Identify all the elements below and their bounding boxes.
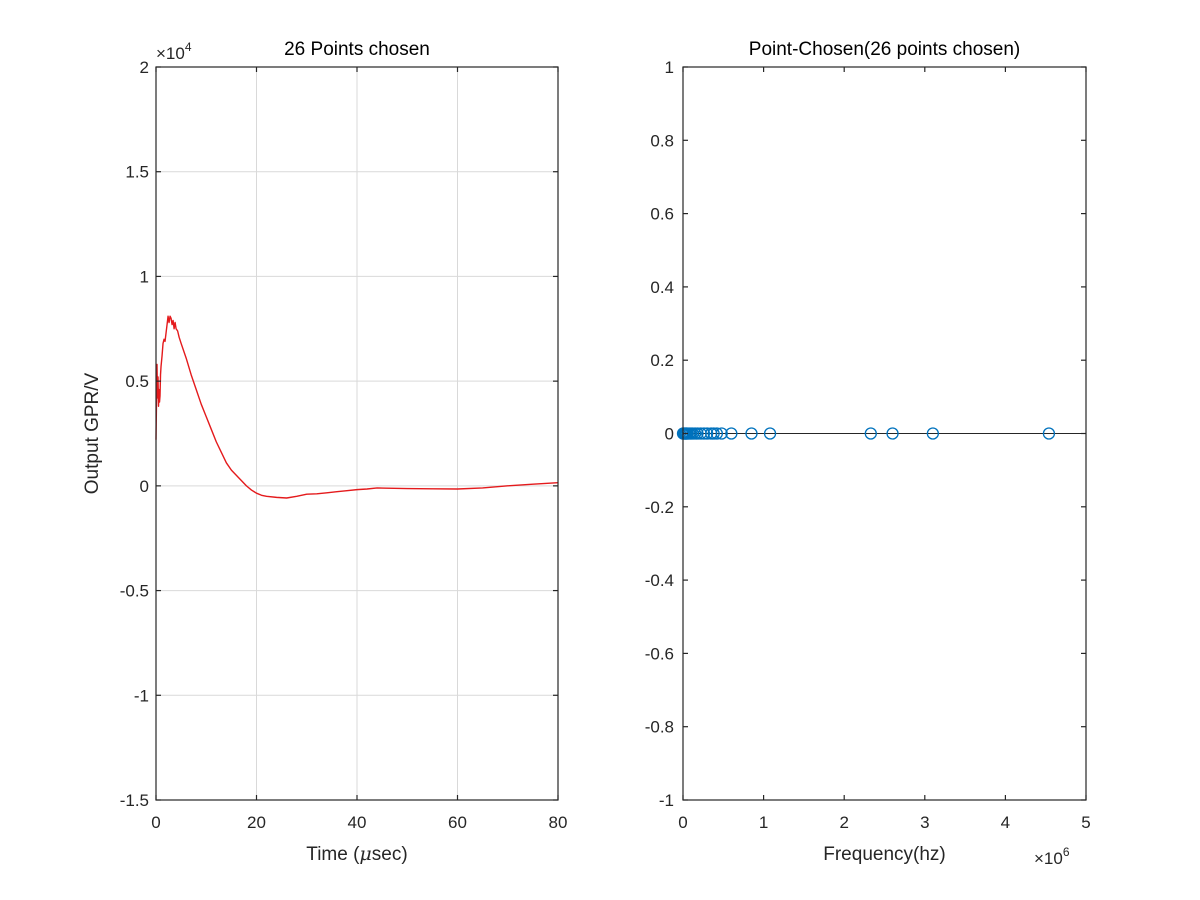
right-xtick-label-2: 2 [839, 813, 848, 832]
right-point-13 [701, 427, 714, 440]
left-xtick-label-4: 80 [549, 813, 568, 832]
right-point-15 [707, 427, 720, 440]
right-point-12 [697, 427, 711, 440]
left-x-axis-label: Time (μsec) [306, 843, 407, 865]
left-ytick-label-2: -0.5 [120, 582, 149, 601]
right-point-20 [763, 427, 777, 440]
left-y-exponent-base: ×10 [156, 44, 185, 63]
right-xtick-label-0: 0 [678, 813, 687, 832]
left-ytick-label-4: 0.5 [125, 372, 149, 391]
right-ytick-label-6: 0.2 [650, 351, 674, 370]
right-xtick-label-1: 1 [759, 813, 768, 832]
right-xtick-label-4: 4 [1001, 813, 1010, 832]
right-ytick-label-4: -0.2 [645, 498, 674, 517]
right-ytick-label-2: -0.6 [645, 644, 674, 663]
right-point-25 [680, 427, 693, 440]
left-y-exponent-power: 4 [185, 40, 192, 54]
right-point-16 [710, 427, 723, 440]
right-x-axis-label: Frequency(hz) [823, 844, 946, 865]
right-point-21 [864, 427, 877, 440]
left-y-exponent: ×104 [156, 40, 192, 63]
right-xtick-label-3: 3 [920, 813, 929, 832]
right-point-18 [725, 427, 738, 440]
left-ytick-label-1: -1 [134, 686, 149, 705]
left-ytick-label-0: -1.5 [120, 791, 149, 810]
left-ytick-label-5: 1 [140, 267, 149, 286]
left-xtick-label-2: 40 [348, 813, 367, 832]
right-point-23 [926, 427, 940, 440]
left-x-label-prefix: Time ( [306, 844, 360, 865]
right-point-19 [745, 427, 758, 440]
left-series-line-0 [155, 315, 559, 499]
left-x-label-suffix: sec) [372, 844, 408, 865]
left-plot-title: 26 Points chosen [284, 39, 430, 60]
right-point-22 [886, 427, 899, 440]
right-ytick-label-0: -1 [659, 791, 674, 810]
time-domain-plot: 0 20 40 60 80 -1.5 -1 -0.5 0 0.5 1 1.5 2 26 Points c… [82, 39, 567, 865]
left-ytick-label-3: 0 [140, 477, 149, 496]
right-x-exponent-power: 6 [1063, 845, 1070, 859]
right-x-exponent-base: ×10 [1034, 849, 1063, 868]
right-point-24 [1042, 427, 1056, 440]
right-xtick-label-5: 5 [1081, 813, 1090, 832]
left-xtick-label-1: 20 [247, 813, 266, 832]
right-ticks: 0 1 2 3 4 5 -1 -0.8 -0.6 -0.4 -0.2 0 0.2 0.4 0.6 0.8 1 [645, 58, 1091, 832]
left-ytick-label-6: 1.5 [125, 163, 149, 182]
left-x-label-mu: μ [359, 843, 371, 865]
left-xtick-label-0: 0 [151, 813, 160, 832]
right-ytick-label-1: -0.8 [645, 718, 674, 737]
left-ticks: 0 20 40 60 80 -1.5 -1 -0.5 0 0.5 1 1.5 2 [120, 58, 568, 832]
right-ytick-label-9: 0.8 [650, 131, 674, 150]
right-ytick-label-3: -0.4 [645, 571, 674, 590]
right-series [676, 427, 1086, 440]
left-y-axis-label: Output GPR/V [82, 372, 103, 494]
right-ytick-label-5: 0 [665, 425, 674, 444]
left-xtick-label-3: 60 [448, 813, 467, 832]
right-point-17 [715, 427, 728, 440]
right-plot-title: Point-Chosen(26 points chosen) [749, 39, 1020, 60]
right-ytick-label-7: 0.4 [650, 278, 674, 297]
left-series [155, 315, 559, 499]
left-ytick-label-7: 2 [140, 58, 149, 77]
left-grid [156, 67, 558, 800]
right-x-exponent: ×106 [1034, 845, 1070, 868]
right-ytick-label-10: 1 [665, 58, 674, 77]
right-ytick-label-8: 0.6 [650, 205, 674, 224]
frequency-points-plot: 0 1 2 3 4 5 -1 -0.8 -0.6 -0.4 -0.2 0 0.2 0.4 0.6 0.8 1 P… [645, 39, 1091, 868]
